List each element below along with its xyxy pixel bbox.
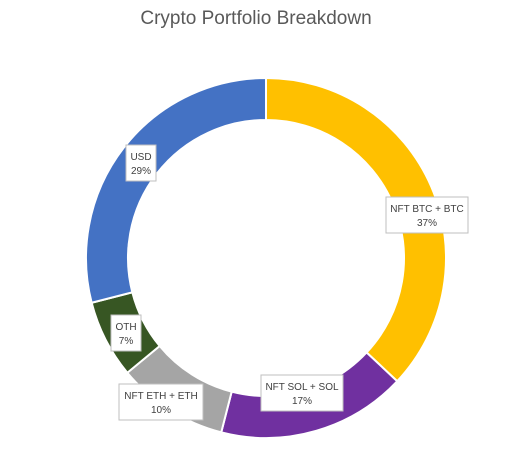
data-label-percent: 37% bbox=[417, 218, 437, 229]
chart-title: Crypto Portfolio Breakdown bbox=[140, 8, 372, 29]
data-label-box bbox=[385, 196, 469, 234]
data-label-category: NFT BTC + BTC bbox=[390, 204, 463, 215]
data-label-percent: 7% bbox=[119, 336, 134, 347]
slice-nft-btc-btc bbox=[265, 76, 447, 383]
data-label: NFT BTC + BTC 37% bbox=[385, 196, 469, 234]
data-label: USD 29% bbox=[125, 144, 157, 182]
data-label-category: USD bbox=[130, 152, 151, 163]
data-label-box bbox=[260, 374, 344, 412]
data-label-box bbox=[125, 144, 157, 182]
data-label-box bbox=[110, 314, 142, 352]
data-label: OTH 7% bbox=[110, 314, 142, 352]
data-label-category: NFT SOL + SOL bbox=[265, 382, 339, 393]
data-label-category: OTH bbox=[115, 322, 136, 333]
data-label-percent: 10% bbox=[151, 405, 171, 416]
data-label-percent: 29% bbox=[131, 166, 151, 177]
slice-usd bbox=[85, 76, 267, 304]
data-label: NFT SOL + SOL 17% bbox=[260, 374, 344, 412]
data-labels: NFT BTC + BTC 37% NFT SOL + SOL 17% NFT ETH … bbox=[110, 144, 469, 421]
data-label-percent: 17% bbox=[292, 396, 312, 407]
data-label-box bbox=[118, 383, 204, 421]
data-label-category: NFT ETH + ETH bbox=[124, 391, 197, 402]
data-label: NFT ETH + ETH 10% bbox=[118, 383, 204, 421]
